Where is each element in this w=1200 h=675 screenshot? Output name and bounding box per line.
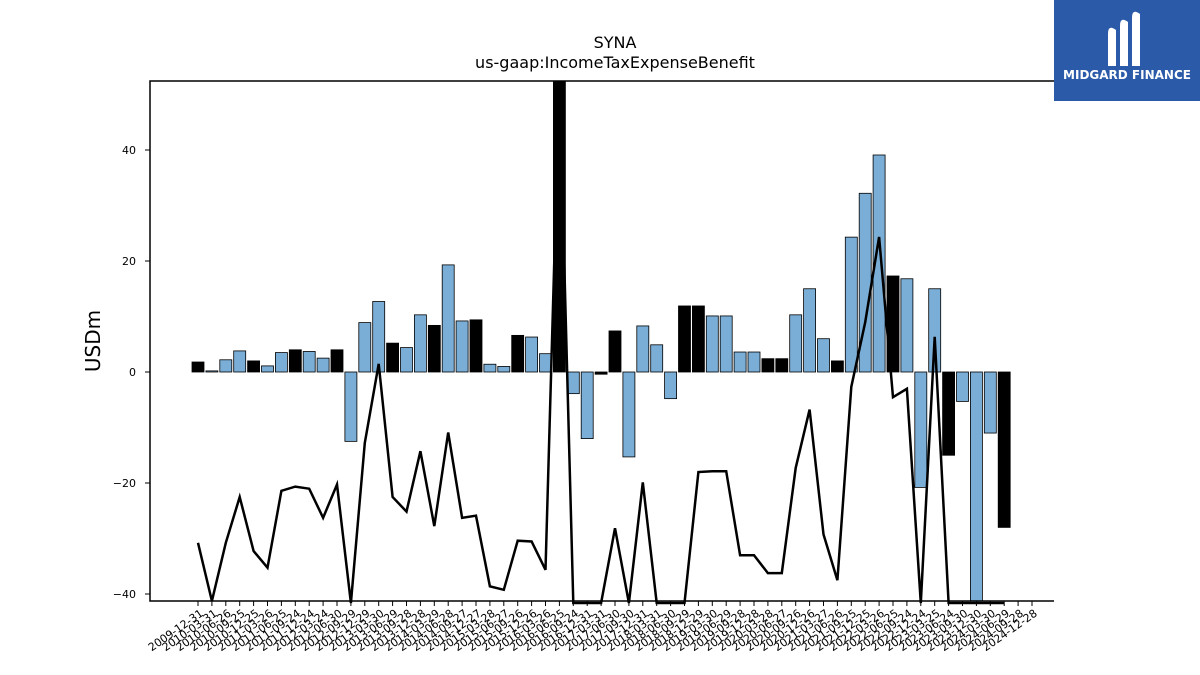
bar	[288, 349, 302, 373]
y-tick-label: −40	[113, 588, 136, 601]
bar	[636, 325, 650, 373]
bar	[844, 236, 858, 373]
bar	[247, 360, 261, 373]
bar	[914, 371, 928, 488]
bar	[733, 351, 747, 373]
bar	[233, 350, 247, 373]
bar	[219, 359, 233, 373]
y-axis-label: USDm	[81, 310, 105, 372]
bar	[664, 371, 677, 400]
bar	[692, 305, 705, 373]
logo-mark-icon	[1108, 11, 1140, 66]
brand-logo: MIDGARD FINANCE	[1054, 0, 1200, 101]
bar	[386, 342, 400, 373]
bar	[497, 366, 511, 373]
y-tick-label: 40	[122, 144, 136, 157]
bar	[205, 370, 219, 373]
bar	[441, 264, 455, 373]
bar	[942, 371, 955, 456]
bar	[956, 371, 969, 402]
bar	[400, 347, 413, 373]
bar	[747, 351, 761, 373]
bar	[455, 320, 469, 373]
bar	[817, 338, 830, 373]
y-tick-label: −20	[113, 477, 136, 490]
bar	[997, 371, 1011, 528]
chart-subtitle: us-gaap:IncomeTaxExpenseBenefit	[475, 53, 755, 72]
bar	[191, 361, 205, 373]
bar	[608, 330, 622, 373]
bar	[678, 305, 691, 373]
bar	[274, 352, 288, 373]
bar	[483, 363, 497, 373]
logo-text: MIDGARD FINANCE	[1063, 68, 1191, 82]
chart-title: SYNA	[594, 33, 637, 52]
bar	[344, 371, 358, 442]
bar	[566, 371, 580, 395]
bar	[302, 351, 316, 373]
bar	[594, 371, 608, 375]
bar	[719, 315, 733, 373]
bar	[900, 278, 914, 373]
bar	[413, 314, 427, 373]
bar	[330, 349, 344, 373]
bar	[525, 336, 538, 373]
bar	[761, 358, 775, 373]
bar	[261, 365, 274, 373]
bar	[316, 357, 330, 373]
y-tick-label: 0	[129, 366, 136, 379]
bar	[372, 301, 386, 373]
plot-frame	[149, 80, 1054, 602]
bar	[789, 314, 803, 373]
bar	[775, 358, 789, 373]
bar	[580, 371, 594, 439]
y-tick-label: 20	[122, 255, 136, 268]
bar	[705, 315, 719, 373]
bar	[358, 322, 372, 373]
chart: SYNA us-gaap:IncomeTaxExpenseBenefit USD…	[81, 33, 1054, 654]
bar	[539, 353, 552, 373]
bar	[427, 324, 441, 373]
bar	[928, 288, 942, 373]
bar	[831, 360, 844, 373]
bar	[970, 371, 983, 602]
bar	[803, 288, 816, 373]
bar	[622, 371, 636, 458]
bar	[511, 334, 525, 373]
bar	[872, 154, 886, 373]
bar	[469, 319, 483, 373]
bar	[650, 344, 664, 373]
bar	[983, 371, 997, 434]
